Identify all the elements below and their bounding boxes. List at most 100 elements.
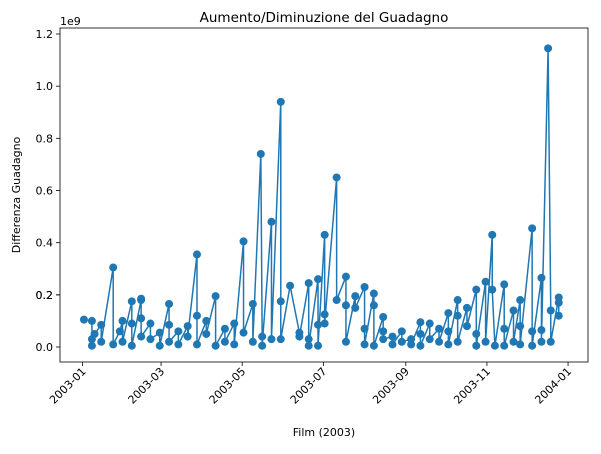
marker <box>453 311 462 320</box>
marker <box>462 303 471 312</box>
marker <box>90 329 99 338</box>
marker <box>146 319 155 328</box>
marker <box>267 217 276 226</box>
marker <box>165 337 174 346</box>
marker <box>220 324 229 333</box>
marker <box>202 316 211 325</box>
marker <box>137 314 146 323</box>
y-tick-label: 0.2 <box>36 289 54 302</box>
marker <box>544 44 553 53</box>
x-tick-label: 2003-07 <box>288 365 330 407</box>
marker <box>444 309 453 318</box>
marker <box>444 327 453 336</box>
marker <box>379 313 388 322</box>
marker <box>127 319 136 328</box>
marker <box>276 297 285 306</box>
marker <box>407 340 416 349</box>
marker <box>115 327 124 336</box>
marker <box>388 332 397 341</box>
marker <box>258 332 267 341</box>
y-tick-label: 0.8 <box>36 132 54 145</box>
marker <box>509 306 518 315</box>
marker <box>425 335 434 344</box>
marker <box>360 283 369 292</box>
y-tick-label: 1.2 <box>36 28 54 41</box>
marker <box>341 272 350 281</box>
marker <box>537 337 546 346</box>
y-offset-label: 1e9 <box>60 15 81 28</box>
marker <box>118 337 127 346</box>
marker <box>481 277 490 286</box>
marker <box>425 319 434 328</box>
marker <box>87 341 96 350</box>
marker <box>516 322 525 331</box>
marker <box>211 292 220 301</box>
marker <box>416 341 425 350</box>
axes-frame <box>59 27 589 363</box>
marker <box>183 322 192 331</box>
marker <box>109 340 118 349</box>
marker <box>146 335 155 344</box>
x-tick-label: 2003-11 <box>451 365 493 407</box>
marker <box>488 285 497 294</box>
marker <box>537 326 546 335</box>
marker <box>546 337 555 346</box>
marker <box>509 337 518 346</box>
marker <box>397 327 406 336</box>
marker <box>435 324 444 333</box>
x-axis-label: Film (2003) <box>293 426 355 439</box>
marker <box>314 275 323 284</box>
marker <box>286 281 295 290</box>
marker <box>295 332 304 341</box>
marker <box>137 294 146 303</box>
marker <box>528 341 537 350</box>
chart-title: Aumento/Diminuzione del Guadagno <box>200 10 449 26</box>
marker <box>500 324 509 333</box>
marker <box>248 337 257 346</box>
marker <box>239 237 248 246</box>
marker <box>490 341 499 350</box>
y-tick-label: 0.4 <box>36 237 54 250</box>
marker <box>528 327 537 336</box>
marker <box>304 279 313 288</box>
marker <box>369 289 378 298</box>
marker <box>276 335 285 344</box>
marker <box>155 341 164 350</box>
marker <box>462 322 471 331</box>
marker <box>397 337 406 346</box>
marker <box>87 316 96 325</box>
marker <box>453 296 462 305</box>
marker <box>256 149 265 158</box>
marker <box>320 230 329 239</box>
marker <box>360 340 369 349</box>
marker <box>79 315 88 324</box>
marker <box>118 316 127 325</box>
marker <box>165 320 174 329</box>
marker <box>388 340 397 349</box>
y-axis-label: Differenza Guadagno <box>10 136 23 253</box>
marker <box>239 328 248 337</box>
marker <box>192 311 201 320</box>
marker <box>276 97 285 106</box>
marker <box>314 320 323 329</box>
marker <box>267 335 276 344</box>
marker <box>202 329 211 338</box>
marker <box>258 341 267 350</box>
marker <box>109 263 118 272</box>
x-tick-label: 2003-01 <box>47 365 89 407</box>
marker <box>230 340 239 349</box>
marker <box>211 341 220 350</box>
marker <box>554 311 563 320</box>
marker <box>416 318 425 327</box>
marker <box>516 296 525 305</box>
y-tick-label: 0.0 <box>36 341 54 354</box>
marker <box>500 280 509 289</box>
marker <box>472 285 481 294</box>
x-tick-label: 2003-03 <box>126 365 168 407</box>
marker <box>516 340 525 349</box>
y-tick-label: 1.0 <box>36 80 54 93</box>
marker <box>341 301 350 310</box>
marker <box>332 173 341 182</box>
marker <box>165 299 174 308</box>
